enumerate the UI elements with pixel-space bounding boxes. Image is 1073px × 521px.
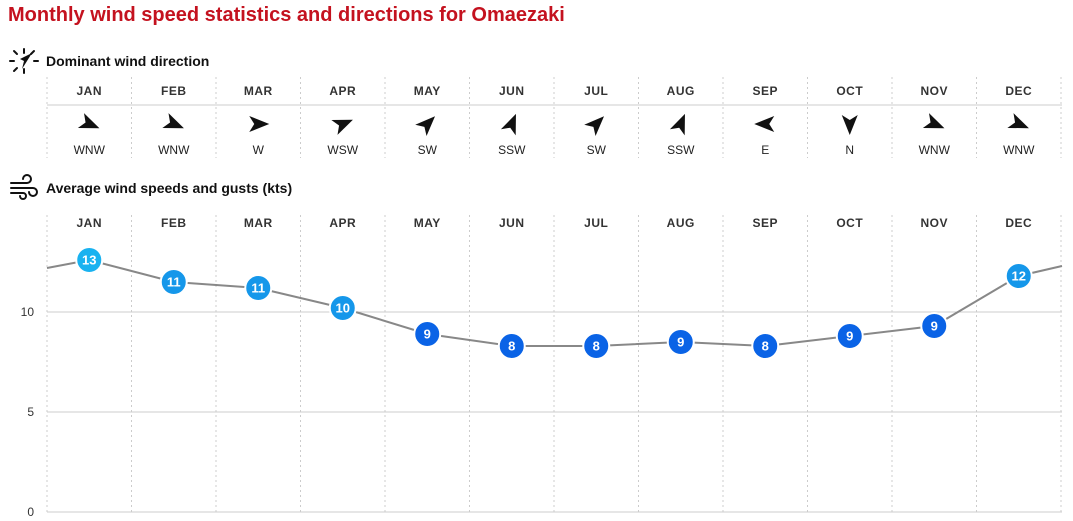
- data-label: 9: [846, 329, 853, 344]
- data-label: 12: [1012, 269, 1026, 284]
- data-point: [497, 332, 526, 360]
- direction-section-title: Dominant wind direction: [46, 53, 210, 69]
- direction-arrow-icon: [1007, 113, 1029, 129]
- data-point: [244, 274, 273, 302]
- data-point: [75, 246, 104, 274]
- data-point: [666, 328, 695, 356]
- arrow-shape: [754, 116, 775, 132]
- data-label: 11: [251, 281, 265, 296]
- direction-arrow-icon: [922, 113, 945, 129]
- arrow-shape: [500, 113, 516, 136]
- direction-month-label: JUN: [499, 84, 525, 98]
- speed-section-title: Average wind speeds and gusts (kts): [46, 180, 293, 196]
- arrow-shape: [584, 116, 605, 137]
- direction-month-label: APR: [329, 84, 356, 98]
- data-label: 10: [336, 301, 350, 316]
- direction-month-label: NOV: [920, 84, 948, 98]
- direction-arrow-icon: [500, 113, 516, 136]
- speed-section-header: Average wind speeds and gusts (kts): [8, 174, 292, 202]
- direction-label: E: [761, 143, 769, 157]
- arrow-shape: [922, 113, 945, 129]
- direction-month-label: OCT: [836, 84, 863, 98]
- data-point: [582, 332, 611, 360]
- data-label: 11: [167, 275, 181, 290]
- direction-month-label: MAR: [244, 84, 273, 98]
- x-tick-label: DEC: [1005, 216, 1032, 230]
- data-label: 9: [677, 335, 684, 350]
- direction-arrow-icon: [584, 116, 605, 137]
- page-title: Monthly wind speed statistics and direct…: [8, 4, 565, 26]
- compass-icon: [9, 48, 39, 74]
- x-tick-label: MAY: [414, 216, 441, 230]
- wind-icon: [10, 174, 38, 200]
- x-tick-label: JUL: [584, 216, 608, 230]
- arrow-shape: [162, 113, 184, 129]
- direction-month-label: DEC: [1005, 84, 1032, 98]
- direction-label: WNW: [1003, 143, 1035, 157]
- direction-label: N: [845, 143, 854, 157]
- direction-arrow-icon: [162, 113, 184, 129]
- series-line: [46, 258, 1063, 348]
- data-point: [835, 322, 864, 350]
- direction-label: SSW: [667, 143, 695, 157]
- direction-label: SW: [587, 143, 607, 157]
- arrow-shape: [841, 115, 858, 135]
- direction-section-header: Dominant wind direction: [8, 47, 209, 75]
- data-point: [1004, 262, 1033, 290]
- direction-label: WNW: [74, 143, 106, 157]
- direction-label: WNW: [158, 143, 190, 157]
- x-tick-label: FEB: [161, 216, 187, 230]
- x-tick-label: JUN: [499, 216, 525, 230]
- direction-arrow-icon: [669, 113, 685, 136]
- y-tick-label: 5: [27, 405, 34, 419]
- direction-month-label: MAY: [414, 84, 441, 98]
- x-tick-label: MAR: [244, 216, 273, 230]
- direction-label: WNW: [919, 143, 951, 157]
- data-label: 13: [82, 253, 96, 268]
- direction-arrow-icon: [415, 116, 436, 137]
- y-tick-label: 10: [21, 305, 35, 319]
- data-point: [920, 312, 949, 340]
- direction-month-label: JAN: [76, 84, 102, 98]
- x-tick-label: SEP: [752, 216, 778, 230]
- data-label: 8: [508, 339, 515, 354]
- x-tick-label: NOV: [920, 216, 948, 230]
- direction-month-label: SEP: [752, 84, 778, 98]
- direction-month-label: JUL: [584, 84, 608, 98]
- direction-label: SSW: [498, 143, 526, 157]
- x-tick-label: JAN: [76, 216, 102, 230]
- data-label: 9: [424, 327, 431, 342]
- direction-arrow-icon: [77, 113, 100, 129]
- direction-arrow-icon: [249, 116, 270, 132]
- direction-month-label: FEB: [161, 84, 187, 98]
- arrow-shape: [77, 113, 100, 129]
- data-point: [413, 320, 442, 348]
- arrow-shape: [249, 116, 270, 132]
- data-point: [751, 332, 780, 360]
- direction-label: W: [253, 143, 265, 157]
- direction-arrow-icon: [754, 116, 775, 132]
- y-tick-label: 0: [27, 505, 34, 519]
- direction-arrow-icon: [841, 115, 858, 135]
- direction-label: SW: [418, 143, 438, 157]
- data-label: 8: [593, 339, 600, 354]
- data-label: 9: [931, 319, 938, 334]
- x-tick-label: APR: [329, 216, 356, 230]
- data-label: 8: [762, 339, 769, 354]
- arrow-shape: [331, 119, 353, 135]
- direction-month-label: AUG: [667, 84, 695, 98]
- arrow-shape: [669, 113, 685, 136]
- data-point: [328, 294, 357, 322]
- x-tick-label: AUG: [667, 216, 695, 230]
- direction-label: WSW: [327, 143, 358, 157]
- arrow-shape: [415, 116, 436, 137]
- x-tick-label: OCT: [836, 216, 863, 230]
- data-point: [159, 268, 188, 296]
- direction-arrow-icon: [331, 119, 353, 135]
- arrow-shape: [1007, 113, 1029, 129]
